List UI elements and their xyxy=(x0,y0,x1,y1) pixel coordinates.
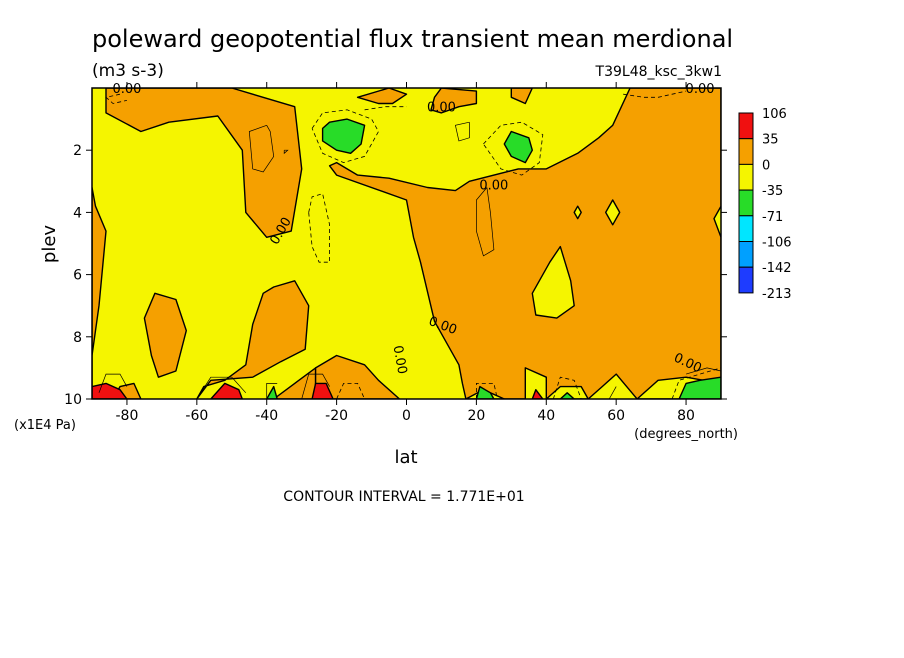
dashed-contour-4 xyxy=(483,121,544,176)
orange-region-10 xyxy=(510,88,533,105)
legend-swatch xyxy=(738,215,754,243)
green-region-5 xyxy=(559,392,575,399)
thin-contour-6 xyxy=(196,376,247,399)
plot-area: 0.000.000.000.000.000.000.00 0.00 xyxy=(91,82,722,400)
contour-label: 0.00 xyxy=(112,82,141,97)
thin-contour-1 xyxy=(248,124,275,173)
orange-region-1 xyxy=(92,186,107,399)
thin-contour-8 xyxy=(301,373,330,399)
y-units-label: (x1E4 Pa) xyxy=(14,418,76,433)
dashed-contour-2 xyxy=(311,109,379,164)
y-tick-label: 2 xyxy=(73,143,82,159)
y-axis: 2 4 6 8 10 xyxy=(64,143,727,408)
thin-contour-5 xyxy=(98,373,128,393)
green-region-4 xyxy=(475,385,495,399)
thin-contour-9 xyxy=(608,386,617,399)
legend-label: -213 xyxy=(762,287,792,302)
thin-contour-2 xyxy=(283,149,289,155)
legend-swatch xyxy=(738,189,754,217)
orange-region-5 xyxy=(196,280,310,399)
contour-label: 0.00 xyxy=(479,178,508,193)
legend-swatch xyxy=(738,112,754,140)
thin-contour-7 xyxy=(266,383,278,399)
orange-region-7 xyxy=(314,354,401,399)
orange-region-9 xyxy=(430,88,478,114)
thin-contour-10 xyxy=(686,367,721,375)
dashed-contour-6 xyxy=(623,90,687,98)
orange-region-3 xyxy=(143,292,188,378)
dashed-contour-3 xyxy=(364,106,407,111)
yellow-region-3 xyxy=(573,205,582,220)
contour-label: 0.00 xyxy=(427,101,456,116)
dashed-contour-5 xyxy=(308,193,331,263)
legend-label: 106 xyxy=(762,107,787,122)
dashed-contour-7 xyxy=(336,382,365,399)
run-label: T39L48_ksc_3kw1 xyxy=(595,64,722,80)
y-axis-label: plev xyxy=(39,225,60,264)
orange-region-8 xyxy=(356,88,408,105)
legend-label: 35 xyxy=(762,133,779,148)
orange-region-11 xyxy=(328,88,721,399)
thin-contour-4 xyxy=(476,187,495,257)
red-region-2 xyxy=(210,382,244,399)
dashed-contour-1 xyxy=(105,93,127,104)
x-tick-label: -40 xyxy=(255,408,278,424)
x-tick-label: 20 xyxy=(467,408,485,424)
contour-label: 0.00 xyxy=(390,344,410,375)
x-axis-label: lat xyxy=(394,447,417,468)
legend-label: -106 xyxy=(762,236,792,251)
yellow-region-2 xyxy=(605,199,621,226)
x-tick-label: 60 xyxy=(607,408,625,424)
y-tick-label: 10 xyxy=(64,392,82,408)
y-tick-label: 8 xyxy=(73,330,82,346)
dashed-contour-8 xyxy=(475,382,498,399)
legend-swatch xyxy=(738,266,754,294)
yellow-region-1 xyxy=(531,245,575,319)
x-tick-label: 80 xyxy=(677,408,695,424)
legend-label: 0 xyxy=(762,158,770,173)
legend-swatch xyxy=(738,163,754,191)
red-region-4 xyxy=(531,389,544,399)
orange-region-2 xyxy=(105,88,303,239)
legend-swatch xyxy=(738,138,754,165)
contour-label: 0.00 xyxy=(686,82,715,97)
legend-swatch xyxy=(738,241,754,268)
x-axis: -80 -60 -40 -20 0 20 40 60 80 xyxy=(116,82,695,424)
x-tick-label: 40 xyxy=(537,408,555,424)
green-region-3 xyxy=(266,385,278,399)
legend-label: -35 xyxy=(762,184,783,199)
dashed-contour-9 xyxy=(552,376,582,399)
chart-title: poleward geopotential flux transient mea… xyxy=(92,25,733,53)
dashed-contour-10 xyxy=(671,367,721,399)
y-tick-label: 6 xyxy=(73,268,82,284)
x-tick-label: -20 xyxy=(325,408,348,424)
green-region-1 xyxy=(321,118,366,155)
red-region-3 xyxy=(311,382,334,399)
x-tick-label: -60 xyxy=(185,408,208,424)
x-units-label: (degrees_north) xyxy=(634,427,738,442)
thin-contour-3 xyxy=(454,121,470,142)
x-tick-label: -80 xyxy=(116,408,139,424)
color-legend: 106 35 0 -35 -71 -106 -142 -213 xyxy=(738,107,792,302)
green-region-6 xyxy=(678,376,721,399)
y-tick-label: 4 xyxy=(73,205,82,221)
x-tick-label: 0 xyxy=(402,408,411,424)
legend-label: -142 xyxy=(762,261,792,276)
green-region-2 xyxy=(503,130,533,164)
units-label: (m3 s-3) xyxy=(92,61,164,81)
legend-label: -71 xyxy=(762,210,783,225)
contour-interval: CONTOUR INTERVAL = 1.771E+01 xyxy=(283,489,524,505)
